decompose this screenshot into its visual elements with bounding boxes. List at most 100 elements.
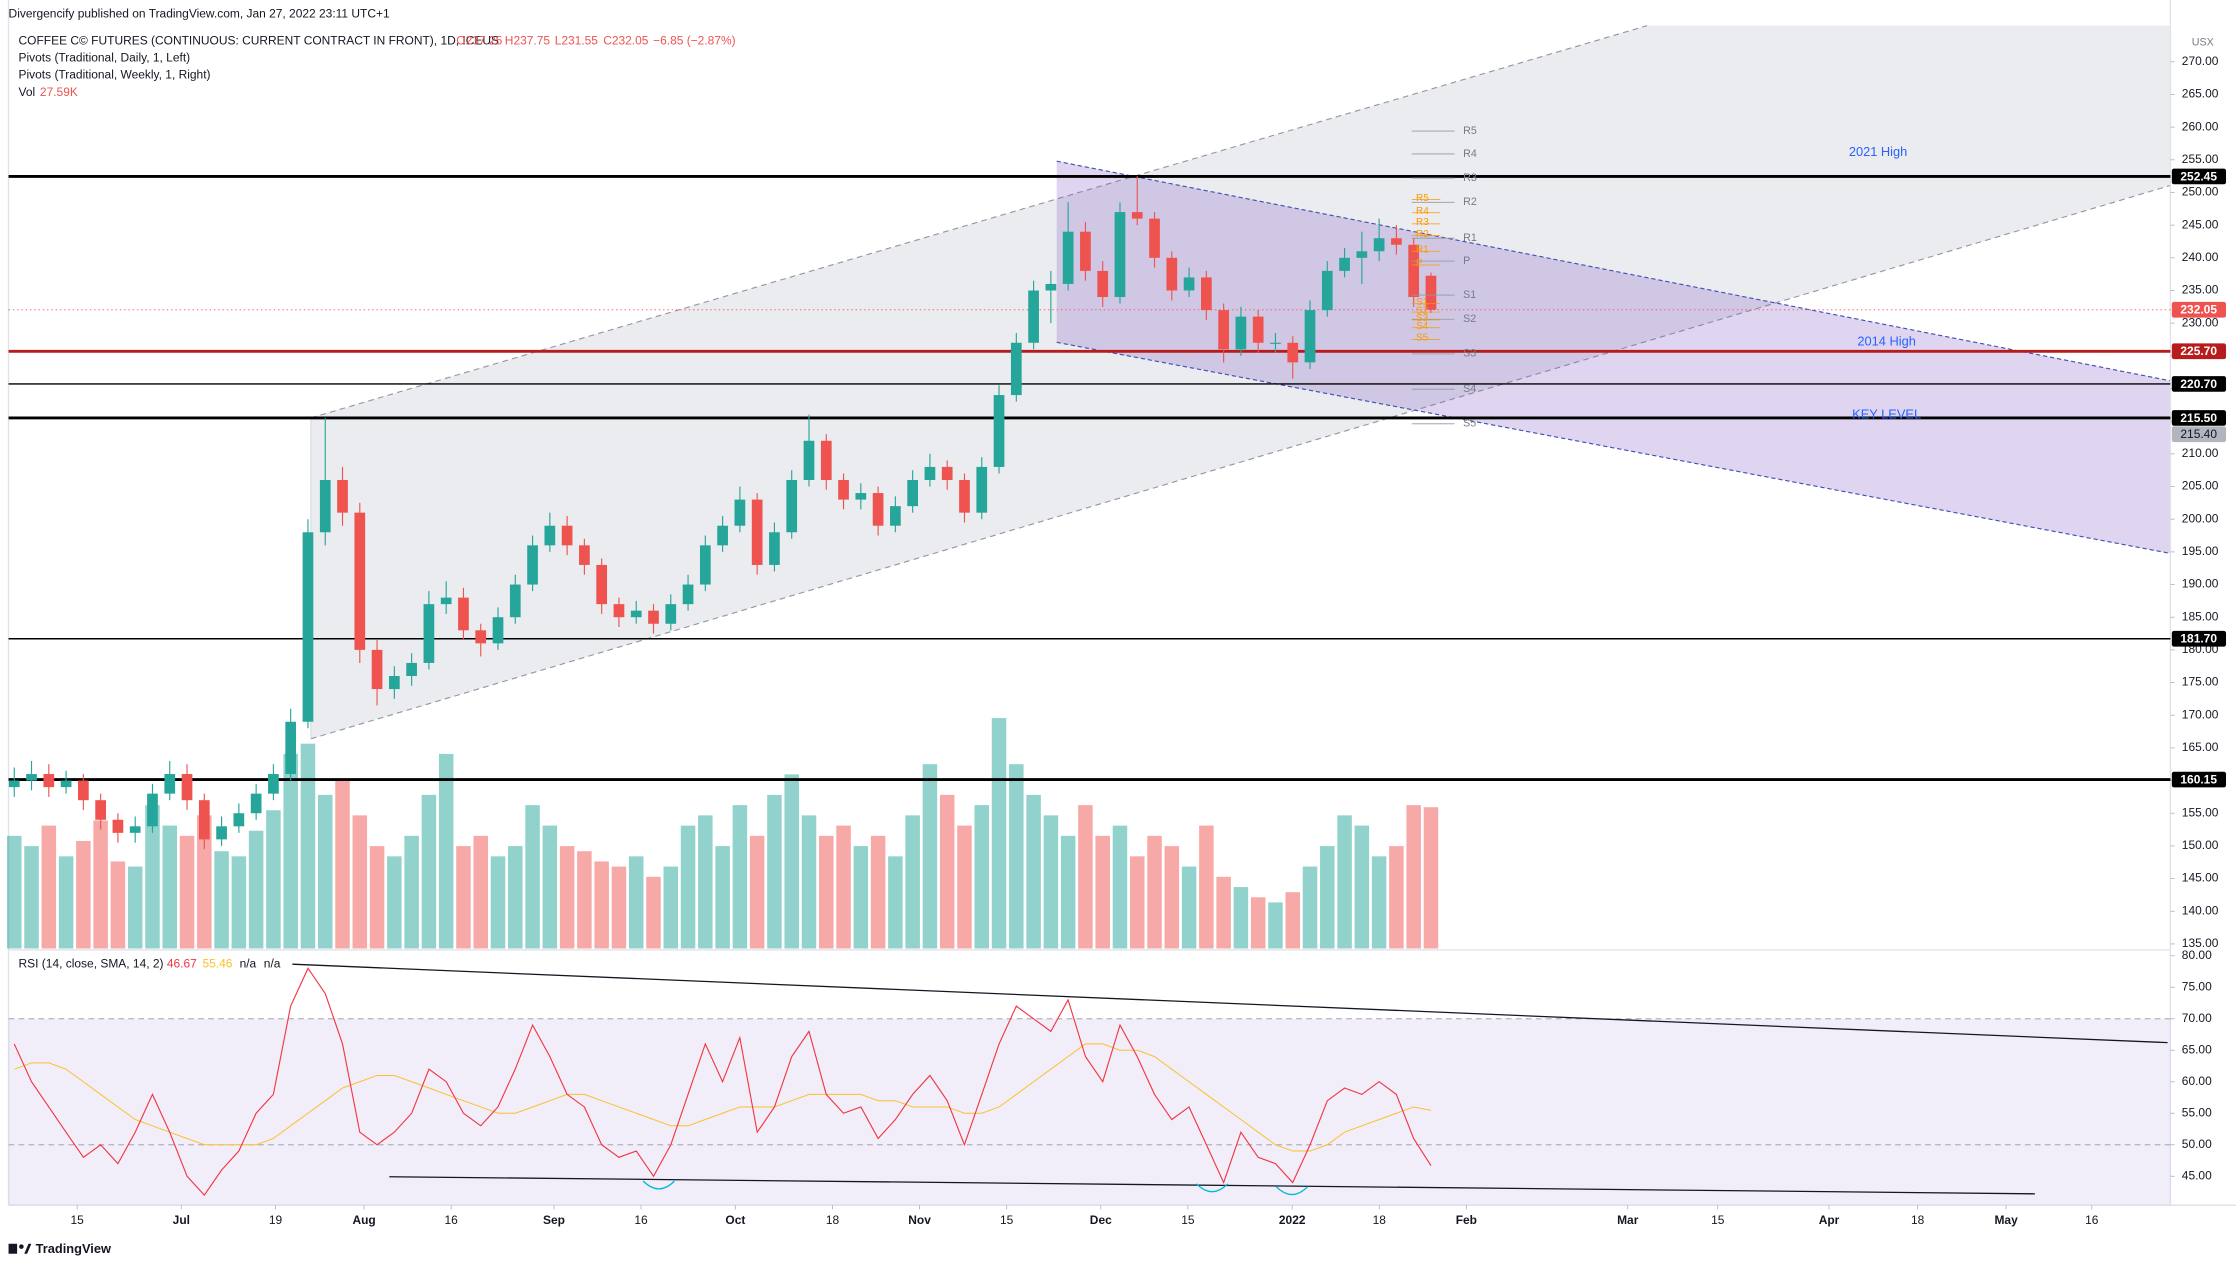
candle-body <box>1235 316 1247 350</box>
rsi-low-arc <box>1275 1186 1309 1196</box>
volume-bar <box>1371 856 1387 949</box>
level-tag <box>2171 168 2227 185</box>
candle-body <box>1339 257 1350 271</box>
x-tick-label: 2022 <box>1279 1213 1306 1227</box>
candle-body <box>8 780 20 788</box>
level-tag-label: 160.15 <box>2180 772 2217 786</box>
volume-bar <box>957 825 972 949</box>
x-tick-label: Sep <box>543 1213 565 1227</box>
weekly-pivot-label: R5 <box>1463 125 1477 137</box>
candle-body <box>1201 277 1212 311</box>
volume-bar <box>1250 897 1266 949</box>
x-tick-label: 15 <box>1000 1213 1014 1227</box>
candle-body <box>216 826 227 840</box>
candle-body <box>717 525 728 546</box>
candle-body <box>907 479 919 507</box>
volume-bar <box>1320 846 1335 949</box>
indicator-label: Pivots (Traditional, Weekly, 1, Right) <box>19 68 211 82</box>
candle-body <box>1321 270 1333 311</box>
x-tick-label: Jul <box>173 1213 190 1227</box>
y-tick-label: 255.00 <box>2182 152 2219 166</box>
volume-bar <box>974 805 990 949</box>
symbol: COFFEE C© FUTURES (CONTINUOUS: CURRENT C… <box>19 34 499 48</box>
candle-body <box>492 617 504 644</box>
y-tick-label: 210.00 <box>2182 446 2219 460</box>
volume-bar <box>801 815 817 949</box>
x-tick-label: 16 <box>445 1213 459 1227</box>
volume-bar <box>1043 815 1059 949</box>
y-tick-label: 170.00 <box>2182 707 2219 721</box>
candle-body <box>1131 212 1143 219</box>
volume-bar <box>1302 866 1318 949</box>
volume-bar <box>922 764 938 949</box>
candle-body <box>1408 244 1420 298</box>
rsi-readout: 46.67 <box>167 956 197 970</box>
volume-bar <box>819 835 834 949</box>
candle-body <box>112 819 124 833</box>
candle-body <box>129 826 141 833</box>
x-tick-label: Mar <box>1617 1213 1639 1227</box>
logo-part <box>8 1243 18 1254</box>
candle-body <box>440 597 452 605</box>
level-tag <box>2171 771 2227 788</box>
candle-body <box>959 479 970 513</box>
logo-part <box>19 1244 24 1249</box>
candle-body <box>924 466 936 480</box>
side-tag <box>2171 426 2227 443</box>
rsi-tick-label: 75.00 <box>2182 979 2212 993</box>
candle-body <box>1373 238 1385 252</box>
side-tag-label: 215.40 <box>2180 427 2217 441</box>
x-tick-label: 15 <box>70 1213 84 1227</box>
volume-bar <box>784 774 799 949</box>
volume-bar <box>145 805 160 949</box>
volume-bar <box>1147 835 1162 949</box>
channel-lower <box>310 184 2171 740</box>
volume-bar <box>767 794 782 949</box>
candle-body <box>1149 218 1160 258</box>
volume-bar <box>300 743 316 949</box>
weekly-pivot-label: S1 <box>1463 289 1476 301</box>
ohlc-high: H237.75 <box>505 34 551 48</box>
weekly-pivot-label: R4 <box>1463 148 1477 160</box>
y-tick-label: 135.00 <box>2182 936 2219 950</box>
y-tick-label: 150.00 <box>2182 838 2219 852</box>
x-tick-label: 16 <box>2085 1213 2099 1227</box>
volume-bar <box>542 825 558 949</box>
rsi-tick-label: 65.00 <box>2182 1042 2212 1056</box>
candle-body <box>147 793 158 827</box>
candle-body <box>734 499 746 526</box>
x-tick-label: 15 <box>1711 1213 1725 1227</box>
volume-bar <box>266 810 281 949</box>
daily-pivot-label: R5 <box>1416 193 1429 204</box>
weekly-pivot-label: R1 <box>1463 232 1477 244</box>
volume-bar <box>387 856 402 949</box>
volume-bar <box>162 825 178 949</box>
annotation: 2021 High <box>1849 144 1907 159</box>
candle-body <box>699 545 711 585</box>
level-tag <box>2171 301 2227 318</box>
rsi-tick-label: 45.00 <box>2182 1168 2212 1182</box>
daily-pivot-label: S1 <box>1416 297 1429 308</box>
y-tick-label: 230.00 <box>2182 315 2219 329</box>
weekly-pivot-label: R3 <box>1463 172 1477 184</box>
level-tag-label: 232.05 <box>2180 303 2217 317</box>
volume-bar <box>991 718 1007 949</box>
volume-bar <box>179 835 195 949</box>
volume-bar <box>1129 856 1145 949</box>
volume-bar <box>1354 825 1370 949</box>
candle-body <box>820 440 832 480</box>
volume-bar <box>611 866 627 949</box>
rsi-sma-readout: 55.46 <box>202 956 232 970</box>
candle-body <box>751 499 763 565</box>
candle-body <box>838 479 849 500</box>
candle-body <box>285 721 297 775</box>
candle-body <box>613 604 625 618</box>
candle-body <box>682 584 694 605</box>
rsi-readout: n/a <box>240 956 257 970</box>
candle-body <box>976 466 988 513</box>
candle-body <box>458 597 469 631</box>
candle-body <box>354 512 366 650</box>
rsi-tick-label: 80.00 <box>2182 948 2212 962</box>
